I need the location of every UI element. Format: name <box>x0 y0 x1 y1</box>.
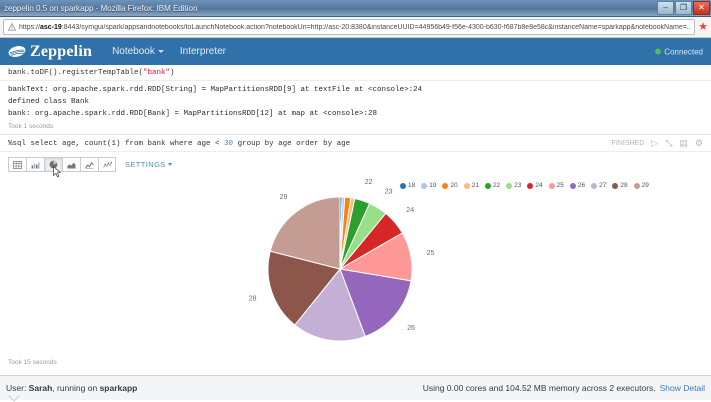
paragraph-2-status: FINISHED ▷ ⤡ ▤ ⚙ <box>612 139 703 148</box>
close-button[interactable]: ✕ <box>693 1 710 15</box>
connection-status-label: Connected <box>664 47 703 56</box>
paragraph-2-header: %sql select age, count(1) from bank wher… <box>0 135 711 152</box>
status-bar-resources: Using 0.00 cores and 104.52 MB memory ac… <box>423 383 705 393</box>
paragraph-1-code[interactable]: bank.toDF().registerTempTable("bank") <box>0 65 711 81</box>
output-line: bankText: org.apache.spark.rdd.RDD[Strin… <box>8 86 422 94</box>
pie-slice-label: 29 <box>280 194 288 201</box>
nav-item-notebook-label: Notebook <box>112 46 155 57</box>
viz-button-group <box>8 157 116 172</box>
code-string: "bank" <box>143 69 170 77</box>
window-titlebar: zeppelin 0.5 on sparkapp - Mozilla Firef… <box>0 0 711 17</box>
star-icon[interactable]: ★ <box>698 22 708 33</box>
status-badge: FINISHED <box>612 140 645 147</box>
status-dot-icon <box>655 49 661 55</box>
show-detail-link[interactable]: Show Detail <box>660 383 705 393</box>
visualization-toolbar: SETTINGS <box>0 152 711 177</box>
pie-slice-label: 24 <box>406 207 414 214</box>
settings-label: SETTINGS <box>125 160 166 169</box>
output-line: defined class Bank <box>8 98 89 106</box>
sql-prefix: %sql select age, count(1) from bank wher… <box>8 140 224 148</box>
window-title: zeppelin 0.5 on sparkapp - Mozilla Firef… <box>0 4 197 13</box>
nav-item-interpreter-label: Interpreter <box>180 46 226 57</box>
status-bar: User: Sarah, running on sparkapp Using 0… <box>0 375 711 400</box>
brand[interactable]: Zeppelin <box>8 43 92 61</box>
sql-number: 30 <box>224 140 233 148</box>
zeppelin-logo-icon <box>8 45 26 58</box>
run-icon[interactable]: ▷ <box>651 139 658 148</box>
nav-links: Notebook Interpreter <box>112 46 226 57</box>
line-chart-icon[interactable] <box>80 157 98 172</box>
gear-icon[interactable]: ⚙ <box>695 139 703 148</box>
minimize-button[interactable]: – <box>657 1 674 15</box>
warning-triangle-icon <box>8 23 16 31</box>
maximize-button[interactable]: ❐ <box>675 1 692 15</box>
notebook-body: bank.toDF().registerTempTable("bank") ba… <box>0 65 711 375</box>
paragraph-1: bank.toDF().registerTempTable("bank") ba… <box>0 65 711 135</box>
pie-chart-icon[interactable] <box>44 157 62 172</box>
paragraph-1-output: bankText: org.apache.spark.rdd.RDD[Strin… <box>0 81 711 121</box>
sql-suffix: group by age order by age <box>233 140 350 148</box>
pie-slice-label: 25 <box>427 251 435 258</box>
pie-slice-label: 26 <box>407 325 415 332</box>
paragraph-2-took: Took 15 seconds <box>0 357 711 370</box>
zeppelin-navbar: Zeppelin Notebook Interpreter Connected <box>0 38 711 65</box>
url-input[interactable]: https://asc-19:8443/symgui/spark/appsand… <box>3 19 695 35</box>
chevron-down-icon <box>158 50 164 53</box>
pie-slice-label: 23 <box>385 189 393 196</box>
connection-status: Connected <box>655 47 703 56</box>
paragraph-2: %sql select age, count(1) from bank wher… <box>0 135 711 370</box>
bar-chart-icon[interactable] <box>26 157 44 172</box>
code-prefix: bank.toDF().registerTempTable( <box>8 69 143 77</box>
pie-slice-label: 22 <box>365 179 373 186</box>
expand-icon[interactable]: ⤡ <box>665 139 672 148</box>
url-text: https://asc-19:8443/symgui/spark/appsand… <box>19 24 690 31</box>
settings-toggle[interactable]: SETTINGS <box>125 160 172 169</box>
table-view-icon[interactable] <box>8 157 26 172</box>
pie-slice-label: 28 <box>249 296 257 303</box>
chevron-down-icon <box>168 163 172 166</box>
status-bar-user: User: Sarah, running on sparkapp <box>6 383 137 393</box>
nav-item-interpreter[interactable]: Interpreter <box>180 46 226 57</box>
resource-usage-text: Using 0.00 cores and 104.52 MB memory ac… <box>423 383 656 393</box>
paragraph-1-took: Took 1 seconds <box>0 121 711 134</box>
window-controls: – ❐ ✕ <box>657 1 710 15</box>
output-line: bank: org.apache.spark.rdd.RDD[Bank] = M… <box>8 110 377 118</box>
brand-name: Zeppelin <box>30 43 92 61</box>
browser-url-bar: https://asc-19:8443/symgui/spark/appsand… <box>0 17 711 38</box>
nav-item-notebook[interactable]: Notebook <box>112 46 164 57</box>
code-suffix: ) <box>170 69 175 77</box>
area-chart-icon[interactable] <box>62 157 80 172</box>
paragraph-2-code[interactable]: %sql select age, count(1) from bank wher… <box>8 140 612 148</box>
scatter-chart-icon[interactable] <box>98 157 116 172</box>
book-icon[interactable]: ▤ <box>679 139 688 148</box>
